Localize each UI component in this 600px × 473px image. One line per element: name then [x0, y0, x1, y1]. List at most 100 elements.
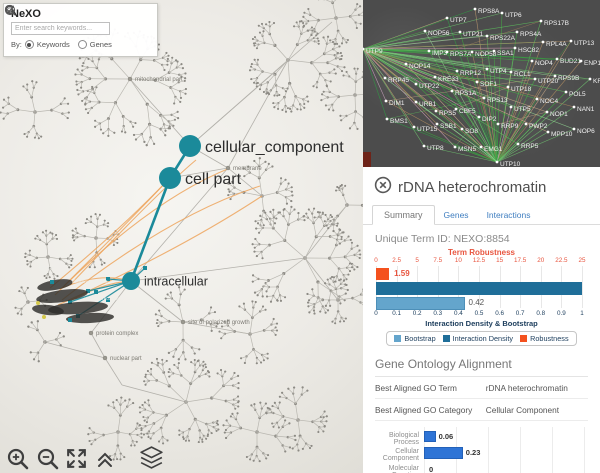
ontology-node[interactable] — [180, 319, 186, 325]
tab-interactions[interactable]: Interactions — [486, 210, 531, 220]
gene-label[interactable]: RPS8A — [478, 8, 500, 15]
gene-node[interactable] — [414, 82, 418, 86]
gene-label[interactable]: POL5 — [569, 91, 586, 98]
gene-label[interactable]: UTP8 — [427, 145, 444, 152]
gene-node[interactable] — [473, 7, 477, 11]
gene-label[interactable]: RPL4A — [546, 41, 567, 48]
gene-node[interactable] — [485, 67, 489, 71]
gene-node[interactable] — [553, 74, 557, 78]
gene-label[interactable]: RRP45 — [388, 77, 409, 84]
gene-node[interactable] — [569, 39, 573, 43]
gene-node[interactable] — [433, 75, 437, 79]
gene-label[interactable]: MSN5 — [458, 146, 476, 153]
gene-label[interactable]: DIM1 — [389, 100, 405, 107]
gene-label[interactable]: KRE33 — [438, 76, 459, 83]
gene-label[interactable]: PWP2 — [529, 123, 548, 130]
gene-node[interactable] — [588, 77, 592, 81]
ontology-view[interactable]: RPS1A ribosomal subunit subunit precursor m… — [0, 0, 363, 473]
gene-node[interactable] — [515, 30, 519, 34]
gene-label[interactable]: UTP7 — [450, 17, 467, 24]
gene-node[interactable] — [434, 109, 438, 113]
search-input[interactable] — [11, 22, 110, 35]
gene-label[interactable]: KRR1 — [593, 78, 600, 85]
gene-node[interactable] — [414, 100, 418, 104]
gene-label[interactable]: UTP20 — [538, 78, 559, 85]
gene-node[interactable] — [533, 77, 537, 81]
gene-node[interactable] — [564, 90, 568, 94]
gene-node[interactable] — [572, 105, 576, 109]
gene-label[interactable]: RPS13 — [487, 97, 508, 104]
gene-label[interactable]: UTP9 — [366, 48, 383, 55]
gene-node[interactable] — [572, 127, 576, 131]
gene-node[interactable] — [422, 144, 426, 148]
gene-node[interactable] — [496, 122, 500, 126]
gene-label[interactable]: NOP56 — [428, 30, 450, 37]
gene-label[interactable]: RPS22A — [490, 35, 516, 42]
gene-node[interactable] — [423, 29, 427, 33]
gene-node[interactable] — [555, 57, 559, 61]
gene-node[interactable] — [445, 16, 449, 20]
gene-node[interactable] — [513, 46, 517, 50]
gene-label[interactable]: RPS1A — [455, 90, 477, 97]
gene-node[interactable] — [385, 117, 389, 121]
gene-label[interactable]: SOF1 — [480, 81, 497, 88]
gene-label[interactable]: NOP1 — [550, 111, 568, 118]
tab-genes[interactable]: Genes — [443, 210, 469, 220]
ontology-node[interactable] — [127, 76, 133, 82]
gene-node[interactable] — [450, 89, 454, 93]
gene-node[interactable] — [509, 105, 513, 109]
gene-label[interactable]: EMG1 — [484, 146, 503, 153]
gene-label[interactable]: RPS17B — [544, 20, 569, 27]
gene-node[interactable] — [460, 127, 464, 131]
gene-label[interactable]: UTP18 — [511, 86, 532, 93]
gene-label[interactable]: ENP1 — [584, 60, 600, 67]
gene-label[interactable]: SSA1 — [497, 50, 514, 57]
gene-node[interactable] — [485, 34, 489, 38]
gene-label[interactable]: UTP6 — [505, 12, 522, 19]
ontology-node-selected[interactable] — [159, 167, 181, 189]
gene-label[interactable]: UTP13 — [574, 40, 595, 47]
gene-label[interactable]: UTP5 — [514, 106, 531, 113]
gene-node[interactable] — [475, 80, 479, 84]
gene-label[interactable]: IMP3 — [432, 50, 448, 57]
tab-summary[interactable]: Summary — [372, 205, 435, 225]
gene-node[interactable] — [455, 69, 459, 73]
gene-label[interactable]: UTP22 — [419, 83, 440, 90]
gene-label[interactable]: RRP12 — [460, 70, 481, 77]
gene-node[interactable] — [495, 160, 499, 164]
gene-label[interactable]: SO8 — [465, 128, 478, 135]
interaction-graph-panel[interactable]: UTP9 NOP56 UTP7 RPS8A UTP6 RPS17B UTP21 RPS22A R… — [348, 0, 600, 168]
gene-label[interactable]: BUD21 — [560, 58, 581, 65]
ontology-node[interactable] — [88, 330, 94, 336]
gene-node[interactable] — [361, 47, 365, 51]
ontology-node[interactable] — [102, 355, 108, 361]
gene-label[interactable]: URB1 — [419, 101, 437, 108]
gene-node[interactable] — [458, 30, 462, 34]
search-icon[interactable] — [4, 4, 121, 35]
gene-label[interactable]: SSB1 — [440, 123, 457, 130]
gene-node[interactable] — [530, 59, 534, 63]
refresh-icon[interactable] — [5, 5, 132, 35]
gene-label[interactable]: NOP4 — [535, 60, 553, 67]
close-icon[interactable] — [374, 176, 392, 199]
genes-radio[interactable] — [77, 40, 87, 49]
gene-label[interactable]: DIP2 — [482, 116, 497, 123]
gene-label[interactable]: CBF5 — [459, 108, 476, 115]
gene-node[interactable] — [470, 50, 474, 54]
gene-node[interactable] — [435, 122, 439, 126]
gene-label[interactable]: BMS1 — [390, 118, 408, 125]
gene-node[interactable] — [539, 19, 543, 23]
gene-label[interactable]: RRP5 — [521, 143, 539, 150]
gene-node[interactable] — [579, 59, 583, 63]
gene-label[interactable]: NOP58 — [475, 51, 497, 58]
ontology-node-selected[interactable] — [122, 272, 140, 290]
gene-node[interactable] — [404, 62, 408, 66]
gene-node[interactable] — [479, 145, 483, 149]
gene-node[interactable] — [500, 11, 504, 15]
gene-label[interactable]: NOP14 — [409, 63, 431, 70]
gene-label[interactable]: NOP6 — [577, 128, 595, 135]
ontology-node-selected[interactable] — [179, 135, 201, 157]
gene-label[interactable]: RCL1 — [514, 71, 531, 78]
